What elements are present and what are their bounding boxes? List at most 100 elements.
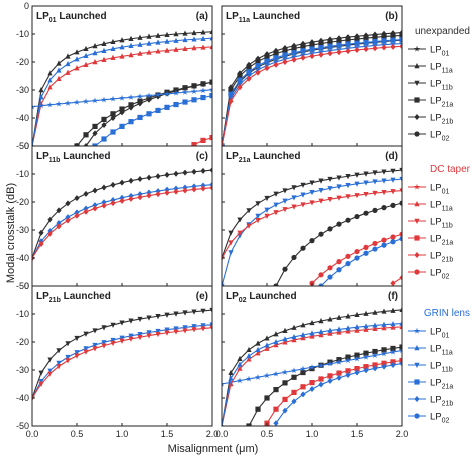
data-point bbox=[399, 43, 402, 50]
legend-marker bbox=[414, 252, 420, 258]
data-point bbox=[354, 248, 360, 255]
data-point bbox=[381, 38, 387, 44]
data-point bbox=[327, 186, 333, 192]
data-point bbox=[237, 70, 243, 77]
data-point bbox=[47, 368, 53, 374]
data-point bbox=[399, 29, 402, 36]
data-point bbox=[336, 326, 342, 332]
panel-label: (d) bbox=[385, 151, 398, 162]
data-point bbox=[273, 331, 279, 337]
data-point bbox=[146, 333, 152, 339]
data-point bbox=[38, 379, 44, 385]
series-grin_lens-LP11b bbox=[222, 176, 402, 286]
data-point bbox=[399, 231, 402, 237]
legend-marker bbox=[414, 269, 420, 275]
data-point bbox=[318, 188, 324, 194]
data-point bbox=[74, 350, 80, 356]
legend-entry-label: LP11b bbox=[430, 217, 453, 230]
data-point bbox=[390, 177, 396, 183]
y-axis-label: Modal crosstalk (dB) bbox=[5, 183, 17, 283]
data-point bbox=[300, 245, 306, 251]
data-point bbox=[155, 191, 161, 198]
data-point bbox=[56, 364, 62, 370]
y-tick-label: -30 bbox=[16, 365, 29, 375]
y-tick-label: -50 bbox=[16, 281, 29, 291]
data-point bbox=[182, 85, 188, 92]
data-point bbox=[56, 220, 62, 226]
panel-title: LP01 Launched bbox=[36, 11, 107, 24]
data-point bbox=[363, 191, 369, 198]
data-point bbox=[146, 330, 152, 336]
data-point bbox=[345, 174, 351, 180]
data-point bbox=[309, 366, 315, 372]
data-point bbox=[399, 176, 402, 183]
data-point bbox=[228, 91, 234, 97]
data-point bbox=[65, 69, 71, 75]
data-point bbox=[245, 375, 253, 382]
data-point bbox=[137, 114, 143, 121]
data-point bbox=[399, 360, 402, 367]
data-point bbox=[83, 208, 89, 215]
data-point bbox=[354, 369, 360, 376]
data-point bbox=[336, 370, 342, 376]
data-point bbox=[37, 102, 45, 109]
data-point bbox=[398, 347, 402, 353]
data-point bbox=[209, 93, 212, 99]
data-point bbox=[92, 202, 98, 209]
data-point bbox=[300, 369, 306, 376]
panel-title: LP02 Launched bbox=[226, 291, 297, 304]
data-point bbox=[290, 53, 298, 60]
x-axis-label: Misalignment (μm) bbox=[168, 443, 259, 455]
x-tick-label: 0.5 bbox=[71, 429, 84, 439]
data-point bbox=[399, 306, 402, 312]
data-point bbox=[137, 331, 143, 338]
data-point bbox=[47, 70, 53, 76]
series-unexpanded-LP11b bbox=[32, 307, 212, 401]
data-point bbox=[381, 169, 387, 175]
data-point bbox=[119, 320, 125, 326]
data-point bbox=[172, 89, 180, 96]
data-point bbox=[146, 111, 152, 117]
data-point bbox=[264, 335, 270, 341]
data-point bbox=[182, 45, 188, 52]
data-point bbox=[273, 55, 279, 61]
data-point bbox=[318, 37, 324, 44]
y-tick-label: -50 bbox=[16, 141, 29, 151]
series-grin_lens-LP02 bbox=[318, 236, 402, 286]
x-tick-label: 1.5 bbox=[161, 429, 174, 439]
data-point bbox=[228, 369, 234, 375]
data-point bbox=[363, 46, 369, 53]
data-point bbox=[291, 42, 297, 49]
data-point bbox=[291, 204, 297, 210]
legend-marker bbox=[414, 379, 420, 385]
panel-c: -50 -40 -30 -20 -10 0 LP11b Launched (c) bbox=[16, 141, 213, 291]
legend-marker bbox=[414, 114, 420, 120]
data-point bbox=[345, 34, 351, 41]
legend-entry-label: LP11a bbox=[430, 200, 453, 213]
data-point bbox=[55, 100, 63, 107]
series-grin_lens-LP21b bbox=[32, 181, 212, 261]
data-point bbox=[100, 96, 108, 103]
data-point bbox=[137, 50, 143, 56]
data-point bbox=[82, 98, 90, 105]
data-point bbox=[390, 324, 396, 330]
data-point bbox=[191, 168, 197, 175]
data-point bbox=[389, 348, 397, 355]
data-point bbox=[209, 79, 212, 86]
plot-area bbox=[32, 167, 212, 261]
data-point bbox=[164, 31, 170, 38]
y-tick-label: -10 bbox=[16, 29, 29, 39]
data-point bbox=[309, 39, 315, 46]
data-point bbox=[399, 188, 402, 194]
data-point bbox=[291, 56, 297, 63]
data-point bbox=[101, 116, 107, 122]
plot-frame bbox=[31, 285, 213, 427]
data-point bbox=[208, 86, 212, 93]
data-point bbox=[65, 60, 71, 67]
data-point bbox=[200, 29, 206, 35]
data-point bbox=[173, 31, 179, 37]
data-point bbox=[101, 325, 107, 331]
data-point bbox=[336, 221, 342, 227]
data-point bbox=[336, 329, 342, 335]
data-point bbox=[345, 372, 351, 379]
